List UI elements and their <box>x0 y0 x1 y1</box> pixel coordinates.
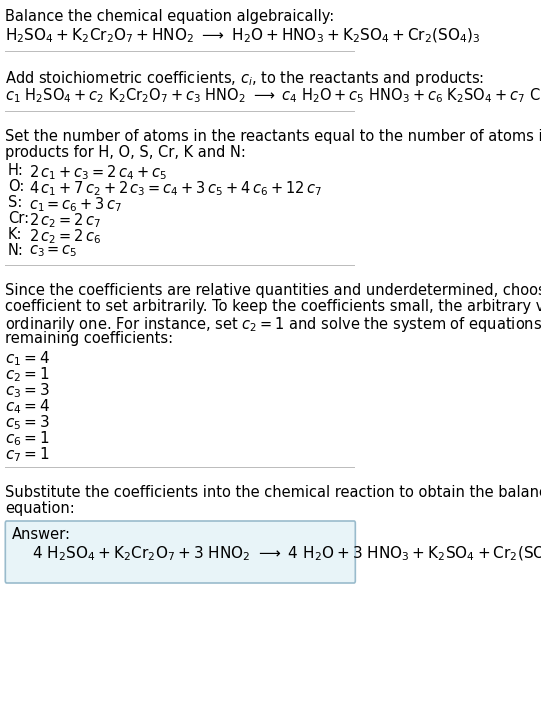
Text: Since the coefficients are relative quantities and underdetermined, choose a: Since the coefficients are relative quan… <box>5 283 541 298</box>
Text: S:: S: <box>8 195 22 210</box>
Text: $2\,c_2 = 2\,c_7$: $2\,c_2 = 2\,c_7$ <box>29 211 101 230</box>
FancyBboxPatch shape <box>5 521 355 583</box>
Text: K:: K: <box>8 227 23 242</box>
Text: remaining coefficients:: remaining coefficients: <box>5 331 174 346</box>
Text: $4\ \mathrm{H_2SO_4} + \mathrm{K_2Cr_2O_7} + 3\ \mathrm{HNO_2} \ \longrightarrow: $4\ \mathrm{H_2SO_4} + \mathrm{K_2Cr_2O_… <box>32 545 541 563</box>
Text: ordinarily one. For instance, set $c_2 = 1$ and solve the system of equations fo: ordinarily one. For instance, set $c_2 =… <box>5 315 541 334</box>
Text: $c_3 = c_5$: $c_3 = c_5$ <box>29 243 78 259</box>
Text: $2\,c_2 = 2\,c_6$: $2\,c_2 = 2\,c_6$ <box>29 227 102 246</box>
Text: $c_1\ \mathrm{H_2SO_4} + c_2\ \mathrm{K_2Cr_2O_7} + c_3\ \mathrm{HNO_2} \ \longr: $c_1\ \mathrm{H_2SO_4} + c_2\ \mathrm{K_… <box>5 87 541 105</box>
Text: $2\,c_1 + c_3 = 2\,c_4 + c_5$: $2\,c_1 + c_3 = 2\,c_4 + c_5$ <box>29 163 167 182</box>
Text: N:: N: <box>8 243 24 258</box>
Text: Add stoichiometric coefficients, $c_i$, to the reactants and products:: Add stoichiometric coefficients, $c_i$, … <box>5 69 485 88</box>
Text: Balance the chemical equation algebraically:: Balance the chemical equation algebraica… <box>5 9 334 24</box>
Text: equation:: equation: <box>5 501 75 516</box>
Text: products for H, O, S, Cr, K and N:: products for H, O, S, Cr, K and N: <box>5 145 246 160</box>
Text: coefficient to set arbitrarily. To keep the coefficients small, the arbitrary va: coefficient to set arbitrarily. To keep … <box>5 299 541 314</box>
Text: $4\,c_1 + 7\,c_2 + 2\,c_3 = c_4 + 3\,c_5 + 4\,c_6 + 12\,c_7$: $4\,c_1 + 7\,c_2 + 2\,c_3 = c_4 + 3\,c_5… <box>29 179 322 198</box>
Text: Substitute the coefficients into the chemical reaction to obtain the balanced: Substitute the coefficients into the che… <box>5 485 541 500</box>
Text: Cr:: Cr: <box>8 211 29 226</box>
Text: $\mathrm{H_2SO_4 + K_2Cr_2O_7 + HNO_2 \ \longrightarrow \ H_2O + HNO_3 + K_2SO_4: $\mathrm{H_2SO_4 + K_2Cr_2O_7 + HNO_2 \ … <box>5 27 481 45</box>
Text: $c_4 = 4$: $c_4 = 4$ <box>5 397 50 416</box>
Text: $c_1 = c_6 + 3\,c_7$: $c_1 = c_6 + 3\,c_7$ <box>29 195 122 214</box>
Text: $c_5 = 3$: $c_5 = 3$ <box>5 413 50 432</box>
Text: $c_3 = 3$: $c_3 = 3$ <box>5 381 50 400</box>
Text: $c_2 = 1$: $c_2 = 1$ <box>5 365 50 384</box>
Text: O:: O: <box>8 179 24 194</box>
Text: $c_7 = 1$: $c_7 = 1$ <box>5 445 50 464</box>
Text: Set the number of atoms in the reactants equal to the number of atoms in the: Set the number of atoms in the reactants… <box>5 129 541 144</box>
Text: $c_6 = 1$: $c_6 = 1$ <box>5 429 50 448</box>
Text: Answer:: Answer: <box>12 527 71 542</box>
Text: H:: H: <box>8 163 24 178</box>
Text: $c_1 = 4$: $c_1 = 4$ <box>5 349 50 368</box>
